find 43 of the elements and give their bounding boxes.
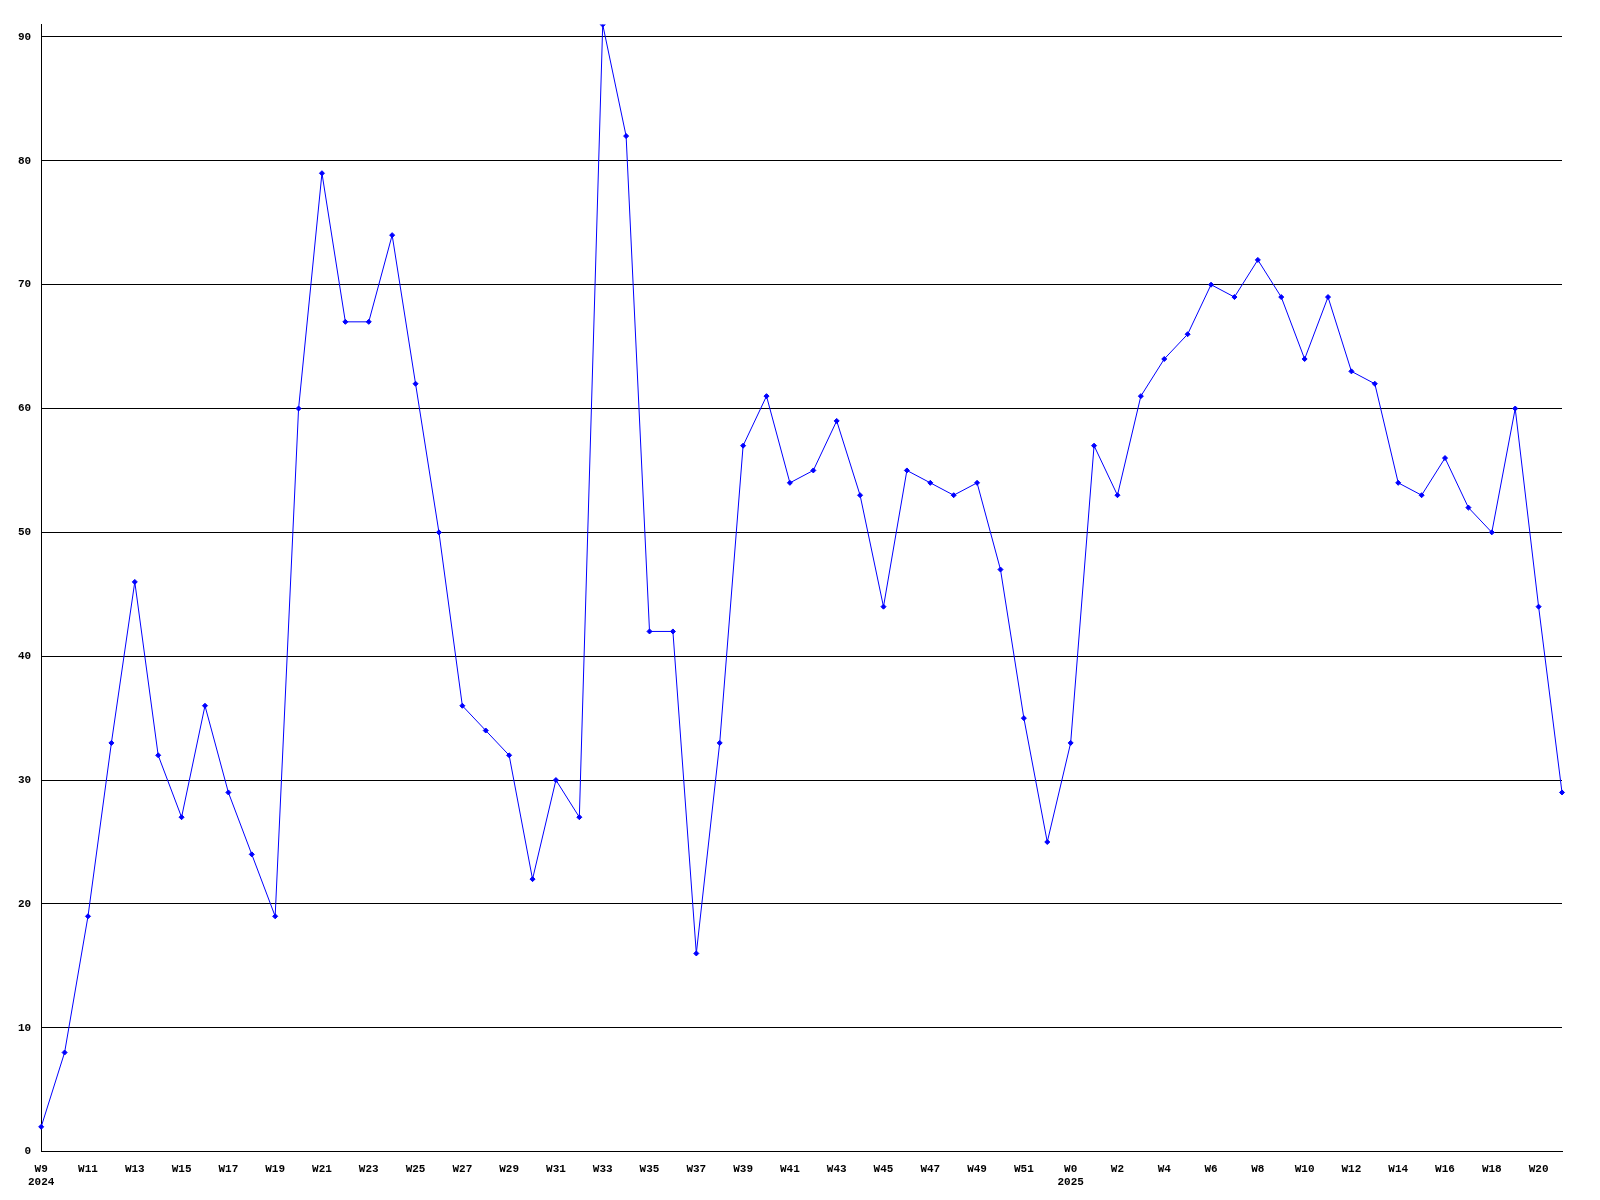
y-tick-label: 50 (18, 526, 32, 539)
x-tick-label: W8 (1251, 1162, 1265, 1175)
y-tick-label: 10 (18, 1021, 32, 1034)
x-tick-label: W15 (171, 1162, 192, 1175)
y-tick-label: 80 (18, 154, 32, 167)
x-tick-label: W0 2025 (1057, 1162, 1085, 1189)
x-tick-label: W6 (1204, 1162, 1218, 1175)
x-tick-label: W16 (1435, 1162, 1455, 1175)
y-tick-label: 90 (18, 30, 32, 43)
x-tick-label: W33 (592, 1162, 614, 1175)
y-tick-label: 0 (24, 1145, 32, 1158)
x-tick-label: W49 (967, 1162, 987, 1175)
x-tick-label: W47 (920, 1162, 941, 1175)
x-tick-label: W29 (499, 1162, 520, 1175)
x-tick-label: W39 (733, 1162, 754, 1175)
x-tick-label: W21 (312, 1162, 333, 1175)
x-tick-label: W43 (826, 1162, 847, 1175)
x-tick-label: W31 (546, 1162, 567, 1175)
x-tick-label: W13 (124, 1162, 146, 1175)
y-tick-label: 40 (18, 649, 32, 662)
x-tick-label: W14 (1388, 1162, 1409, 1175)
x-tick-label: W4 (1157, 1162, 1172, 1175)
x-tick-label: W9 2024 (28, 1162, 55, 1189)
y-tick-label: 20 (18, 897, 32, 910)
y-tick-label: 60 (18, 402, 32, 415)
x-tick-label: W37 (686, 1162, 707, 1175)
x-tick-label: W27 (452, 1162, 473, 1175)
x-tick-label: W19 (265, 1162, 286, 1175)
x-tick-label: W45 (873, 1162, 894, 1175)
x-tick-label: W23 (358, 1162, 380, 1175)
x-tick-label: W18 (1481, 1162, 1503, 1175)
x-tick-label: W12 (1341, 1162, 1362, 1175)
x-tick-label: W2 (1110, 1162, 1125, 1175)
x-tick-label: W20 (1528, 1162, 1549, 1175)
x-tick-label: W25 (405, 1162, 426, 1175)
y-tick-label: 70 (18, 278, 32, 291)
x-tick-label: W35 (639, 1162, 660, 1175)
x-tick-label: W41 (780, 1162, 801, 1175)
x-tick-label: W17 (218, 1162, 239, 1175)
x-tick-label: W51 (1013, 1162, 1035, 1175)
y-tick-label: 30 (18, 773, 32, 786)
x-tick-label: W11 (78, 1162, 99, 1175)
x-tick-label: W10 (1294, 1162, 1315, 1175)
